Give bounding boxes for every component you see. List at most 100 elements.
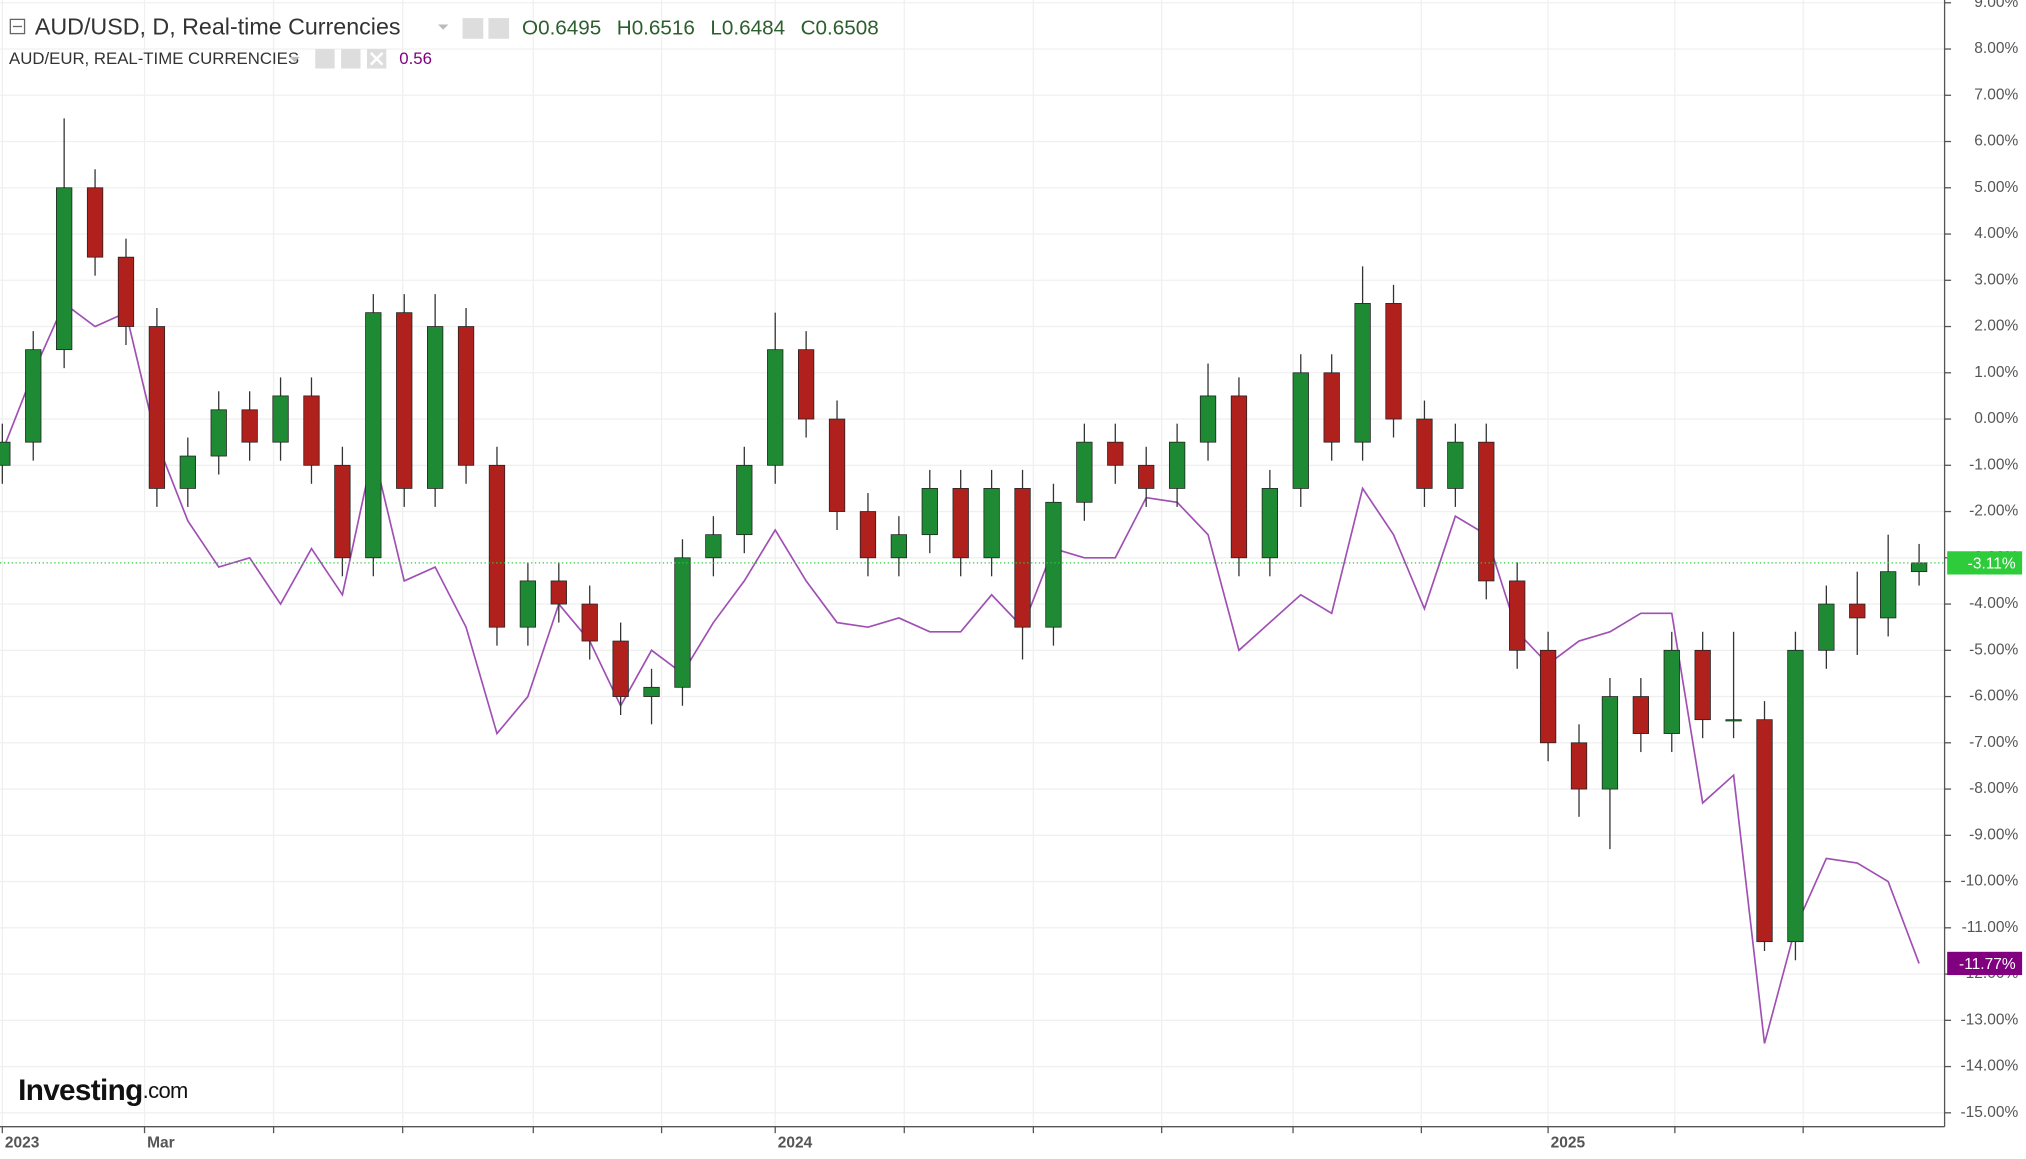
- ohlc-values: O0.6495 H0.6516 L0.6484 C0.6508: [522, 17, 879, 40]
- candle-body: [56, 187, 73, 351]
- y-tick-label: 2.00%: [1974, 318, 2018, 335]
- candle-body: [1694, 649, 1711, 721]
- candle-body: [272, 395, 289, 443]
- y-tick-label: -4.00%: [1969, 595, 2018, 612]
- grid: [0, 0, 1945, 1127]
- y-tick-label: -10.00%: [1961, 873, 2019, 890]
- y-tick-label: 1.00%: [1974, 364, 2018, 381]
- y-tick-label: 7.00%: [1974, 86, 2018, 103]
- candle-body: [1076, 441, 1093, 503]
- candle-body: [1910, 562, 1928, 573]
- y-tick-label: 6.00%: [1974, 133, 2018, 150]
- candle-body: [1199, 395, 1217, 443]
- candle-body: [1601, 696, 1619, 790]
- candle-body: [488, 464, 506, 628]
- y-tick-label: -14.00%: [1961, 1058, 2019, 1075]
- y-tick-label: -2.00%: [1969, 503, 2018, 520]
- candle-body: [457, 326, 475, 466]
- candle-body: [1725, 719, 1742, 722]
- candle-body: [1539, 649, 1557, 744]
- settings-icon[interactable]: [462, 18, 484, 39]
- candle-body: [1632, 696, 1649, 734]
- candle-body: [1478, 441, 1495, 582]
- ohlc-key: C: [801, 17, 816, 40]
- candle-body: [117, 256, 135, 327]
- candle-body: [767, 349, 784, 466]
- logo-name: Investing: [18, 1074, 143, 1107]
- candle-body: [581, 603, 598, 642]
- candle-body: [25, 349, 42, 443]
- last-value-label: -11.77%: [1959, 956, 2016, 973]
- ohlc-value: 0.6508: [816, 17, 879, 40]
- candle-body: [148, 326, 166, 489]
- settings-icon[interactable]: [488, 18, 510, 39]
- candle-body: [1663, 649, 1680, 734]
- candle-body: [859, 511, 877, 559]
- candle-body: [1354, 303, 1371, 443]
- candle-body: [0, 441, 11, 466]
- ohlc-key: L: [710, 17, 722, 40]
- candle-body: [1849, 603, 1866, 619]
- candle-body: [303, 395, 320, 466]
- candle-body: [1416, 418, 1433, 489]
- candle-body: [334, 464, 351, 559]
- y-tick-label: -13.00%: [1961, 1011, 2019, 1028]
- x-tick-label: 2024: [778, 1135, 813, 1152]
- candle-body: [1509, 580, 1526, 651]
- x-tick-label: Mar: [147, 1135, 175, 1152]
- y-tick-label: 8.00%: [1974, 40, 2018, 57]
- y-tick-label: -8.00%: [1969, 780, 2018, 797]
- candle-body: [1045, 501, 1062, 628]
- compare-value: 0.56: [399, 49, 432, 68]
- dropdown-arrow[interactable]: [438, 24, 449, 30]
- candle-body: [1230, 395, 1248, 559]
- candle-body: [1880, 571, 1897, 619]
- candle-body: [519, 580, 537, 628]
- collapse-icon[interactable]: [9, 18, 26, 35]
- candle-body: [952, 488, 969, 559]
- candle-body: [1385, 303, 1402, 420]
- compare-line: [1, 302, 1920, 1044]
- y-tick-label: 4.00%: [1974, 225, 2018, 242]
- candle-body: [179, 455, 196, 489]
- y-tick-label: 9.00%: [1974, 0, 2018, 11]
- settings-icon[interactable]: [341, 49, 361, 69]
- candle-body: [612, 640, 629, 697]
- last-value-badge: [1947, 551, 2023, 575]
- candle-body: [983, 488, 1000, 559]
- ohlc-value: 0.6484: [722, 17, 785, 40]
- candle-body: [1168, 441, 1186, 489]
- visibility-icon[interactable]: [315, 49, 335, 69]
- main-symbol[interactable]: AUD/USD, D, Real-time Currencies: [35, 14, 401, 40]
- logo: Investing.com: [18, 1074, 188, 1107]
- candle-body: [1756, 719, 1773, 943]
- x-tick-label: 2023: [5, 1135, 40, 1152]
- candle-body: [550, 580, 567, 605]
- logo-suffix: .com: [143, 1078, 188, 1103]
- candle-body: [921, 488, 938, 536]
- x-tick-label: 2025: [1551, 1135, 1586, 1152]
- candle-body: [396, 312, 413, 489]
- y-tick-label: 3.00%: [1974, 271, 2018, 288]
- candle-body: [365, 312, 382, 559]
- remove-x: [369, 52, 384, 66]
- ohlc-item: H0.6516: [617, 17, 695, 40]
- ohlc-item: O0.6495: [522, 17, 601, 40]
- candle-body: [1818, 603, 1835, 651]
- dropdown-arrow[interactable]: [289, 56, 300, 63]
- last-value-label: -3.11%: [1968, 555, 2016, 572]
- candle-body: [427, 326, 444, 489]
- ohlc-key: O: [522, 17, 538, 40]
- compare-symbol[interactable]: AUD/EUR, REAL-TIME CURRENCIES: [9, 49, 299, 68]
- y-tick-label: 5.00%: [1974, 179, 2018, 196]
- candle-body: [674, 557, 691, 688]
- candle-body: [1107, 441, 1124, 466]
- y-tick-label: 0.00%: [1974, 410, 2018, 427]
- plot: [0, 118, 1945, 1044]
- candle-body: [705, 534, 722, 559]
- candle-body: [1323, 372, 1340, 443]
- ohlc-item: L0.6484: [710, 17, 785, 40]
